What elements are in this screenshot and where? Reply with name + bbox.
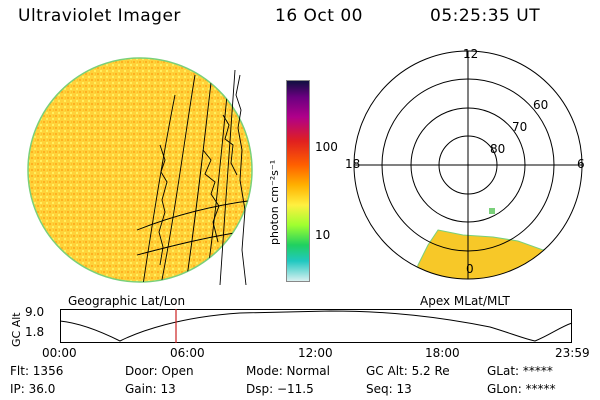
altitude-ylabel: GC Alt xyxy=(10,312,23,347)
lat-label-70: 70 xyxy=(512,120,528,134)
gain-value: Gain: 13 xyxy=(125,382,176,396)
mlt-label-6: 6 xyxy=(577,157,585,171)
lat-label-80: 80 xyxy=(490,142,506,156)
altitude-ytick-9: 9.0 xyxy=(25,305,45,319)
door-status: Door: Open xyxy=(125,364,194,378)
flight-number: Flt: 1356 xyxy=(10,364,64,378)
glon-value: GLon: ***** xyxy=(487,382,556,396)
dsp-value: Dsp: −11.5 xyxy=(246,382,314,396)
gc-alt-value: GC Alt: 5.2 Re xyxy=(366,364,450,378)
mlt-label-18: 18 xyxy=(345,157,361,171)
colorbar-unit-label: photon cm⁻²s⁻¹ xyxy=(268,159,281,245)
glat-value: GLat: ***** xyxy=(487,364,553,378)
altitude-xtick-0000: 00:00 xyxy=(42,346,77,360)
altitude-ytick-1_8: 1.8 xyxy=(25,325,45,339)
altitude-xtick-0600: 06:00 xyxy=(170,346,205,360)
date-label: 16 Oct 00 xyxy=(275,6,363,26)
seq-value: Seq: 13 xyxy=(366,382,412,396)
colorbar-tick-100: 100 xyxy=(315,140,338,154)
mlt-label-12: 12 xyxy=(463,47,479,61)
altitude-xtick-2359: 23:59 xyxy=(555,346,590,360)
app-title: Ultraviolet Imager xyxy=(18,6,181,26)
geographic-image-panel xyxy=(27,57,253,283)
altitude-curve xyxy=(59,310,573,342)
time-label: 05:25:35 UT xyxy=(430,6,541,26)
disk-limb xyxy=(27,57,253,283)
polar-mlat-mlt-plot xyxy=(353,50,583,280)
earth-disk xyxy=(28,58,252,282)
altitude-xtick-1800: 18:00 xyxy=(425,346,460,360)
geographic-panel-label: Geographic Lat/Lon xyxy=(68,294,186,308)
mode-value: Mode: Normal xyxy=(246,364,330,378)
colorbar xyxy=(286,80,310,282)
colorbar-tick-10: 10 xyxy=(315,228,331,242)
outer-coastlines xyxy=(219,69,247,286)
mlt-label-0: 0 xyxy=(466,262,474,276)
ip-value: IP: 36.0 xyxy=(10,382,56,396)
altitude-plot xyxy=(59,309,573,343)
lat-label-60: 60 xyxy=(533,98,549,112)
aurora-region xyxy=(412,208,574,279)
altitude-xtick-1200: 12:00 xyxy=(298,346,333,360)
apex-panel-label: Apex MLat/MLT xyxy=(420,294,510,308)
